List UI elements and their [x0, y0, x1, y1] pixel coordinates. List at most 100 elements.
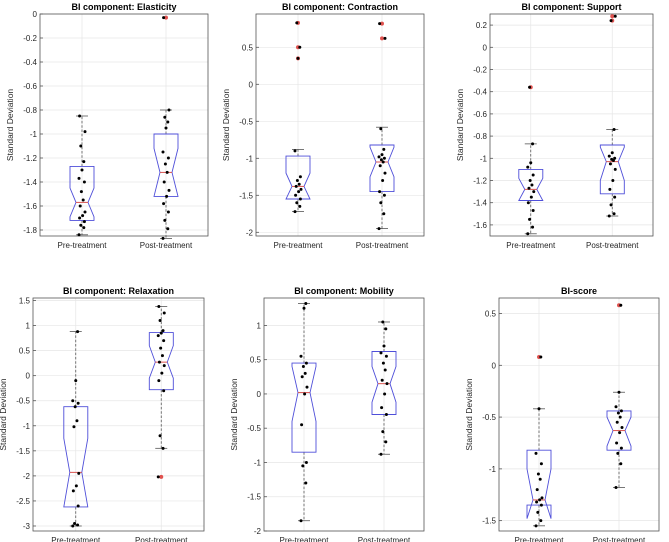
- data-point: [610, 151, 614, 155]
- data-point: [305, 385, 309, 389]
- y-tick-label: -2.5: [16, 497, 30, 506]
- data-point: [382, 344, 386, 348]
- subplot-5: -2 -1.5 -1 -0.5 0 0.5 1 Pre-treatment Post-treat…: [229, 286, 425, 542]
- subplot-4: -3 -2.5 -2 -1.5 -1 -0.5 0 0.5 1 1.5 Pre-treatment P…: [0, 286, 205, 542]
- data-point: [539, 355, 543, 359]
- data-point: [294, 184, 298, 188]
- data-point: [381, 430, 385, 434]
- data-point: [74, 379, 78, 383]
- data-point: [303, 392, 307, 396]
- subplot-1: -1.8 -1.6 -1.4 -1.2 -1 -0.8 -0.6 -0.4 -0.2 0 Pre-t…: [5, 2, 209, 250]
- data-point: [82, 180, 86, 184]
- data-point: [615, 441, 619, 445]
- data-point: [304, 460, 308, 464]
- chart-title: BI component: Relaxation: [63, 286, 174, 296]
- y-tick-label: 0.2: [476, 21, 488, 30]
- data-point: [609, 203, 613, 207]
- outlier-marker: [610, 14, 615, 19]
- data-point: [384, 413, 388, 416]
- data-point: [82, 160, 86, 164]
- data-point: [538, 498, 542, 502]
- data-point: [384, 440, 388, 444]
- data-point: [378, 190, 382, 194]
- y-tick-label: -1: [23, 422, 31, 431]
- data-point: [536, 472, 540, 476]
- y-tick-label: 0.5: [485, 310, 497, 319]
- data-point: [385, 382, 389, 386]
- x-tick-label: Post-treatment: [586, 241, 639, 250]
- data-point: [166, 210, 170, 214]
- y-tick-label: -0.8: [473, 132, 487, 141]
- data-point: [530, 183, 534, 187]
- axes-frame: [498, 297, 660, 532]
- data-point: [163, 162, 167, 166]
- data-point: [619, 462, 623, 466]
- data-point: [612, 212, 616, 216]
- x-tick-label: Post-treatment: [140, 241, 193, 250]
- data-point: [162, 364, 166, 368]
- data-point: [613, 167, 617, 171]
- y-tick-label: -1.5: [247, 493, 261, 502]
- data-point: [378, 164, 382, 168]
- y-tick-label: 0.5: [250, 356, 262, 365]
- data-point: [298, 175, 302, 179]
- y-tick-label: -0.5: [482, 413, 496, 422]
- y-tick-label: -3: [23, 522, 31, 531]
- y-tick-label: 0.5: [19, 347, 31, 356]
- data-point: [619, 303, 623, 307]
- x-tick-label: Post-treatment: [358, 536, 411, 542]
- chart-title: BI component: Support: [522, 2, 622, 12]
- data-point: [381, 320, 385, 324]
- data-point: [78, 204, 82, 208]
- data-point: [80, 168, 84, 172]
- data-point: [536, 510, 540, 514]
- data-point: [531, 208, 535, 212]
- data-point: [613, 195, 617, 199]
- data-point: [79, 190, 83, 194]
- axes-frame: [263, 297, 425, 532]
- notched-box: [518, 168, 544, 201]
- data-point: [167, 108, 171, 112]
- data-point: [295, 21, 299, 25]
- data-point: [71, 524, 75, 528]
- outlier-marker: [164, 15, 168, 20]
- data-point: [82, 226, 86, 230]
- data-point: [160, 354, 164, 358]
- y-tick-label: -0.8: [23, 106, 37, 115]
- notched-box: [148, 332, 174, 391]
- chart-title: BI component: Mobility: [294, 286, 394, 296]
- data-point: [160, 371, 164, 375]
- y-tick-label: 0.5: [242, 43, 254, 52]
- y-tick-label: 1: [257, 321, 262, 330]
- data-point: [161, 329, 165, 333]
- data-point: [383, 171, 387, 175]
- data-point: [531, 173, 535, 177]
- y-tick-label: 0: [26, 372, 31, 381]
- notched-box: [291, 362, 317, 453]
- y-tick-label: -2: [254, 527, 262, 536]
- data-point: [162, 202, 166, 206]
- data-point: [166, 156, 170, 160]
- y-tick-label: -0.6: [473, 110, 487, 119]
- y-axis-label: Standard Deviation: [221, 89, 231, 162]
- data-point: [608, 187, 612, 191]
- data-point: [607, 214, 611, 218]
- data-point: [380, 153, 384, 157]
- data-point: [73, 521, 77, 525]
- data-point: [293, 149, 297, 153]
- data-point: [78, 114, 82, 118]
- data-point: [379, 158, 383, 162]
- data-point: [539, 462, 543, 466]
- x-tick-label: Post-treatment: [135, 536, 188, 542]
- data-point: [72, 425, 76, 429]
- data-point: [158, 319, 162, 323]
- y-tick-label: -2: [23, 472, 31, 481]
- data-point: [165, 170, 169, 174]
- y-tick-label: 1: [26, 322, 31, 331]
- data-point: [384, 354, 388, 358]
- data-point: [159, 346, 163, 350]
- data-point: [300, 375, 304, 379]
- data-point: [162, 311, 166, 315]
- y-tick-label: 0: [249, 80, 254, 89]
- data-point: [161, 150, 165, 154]
